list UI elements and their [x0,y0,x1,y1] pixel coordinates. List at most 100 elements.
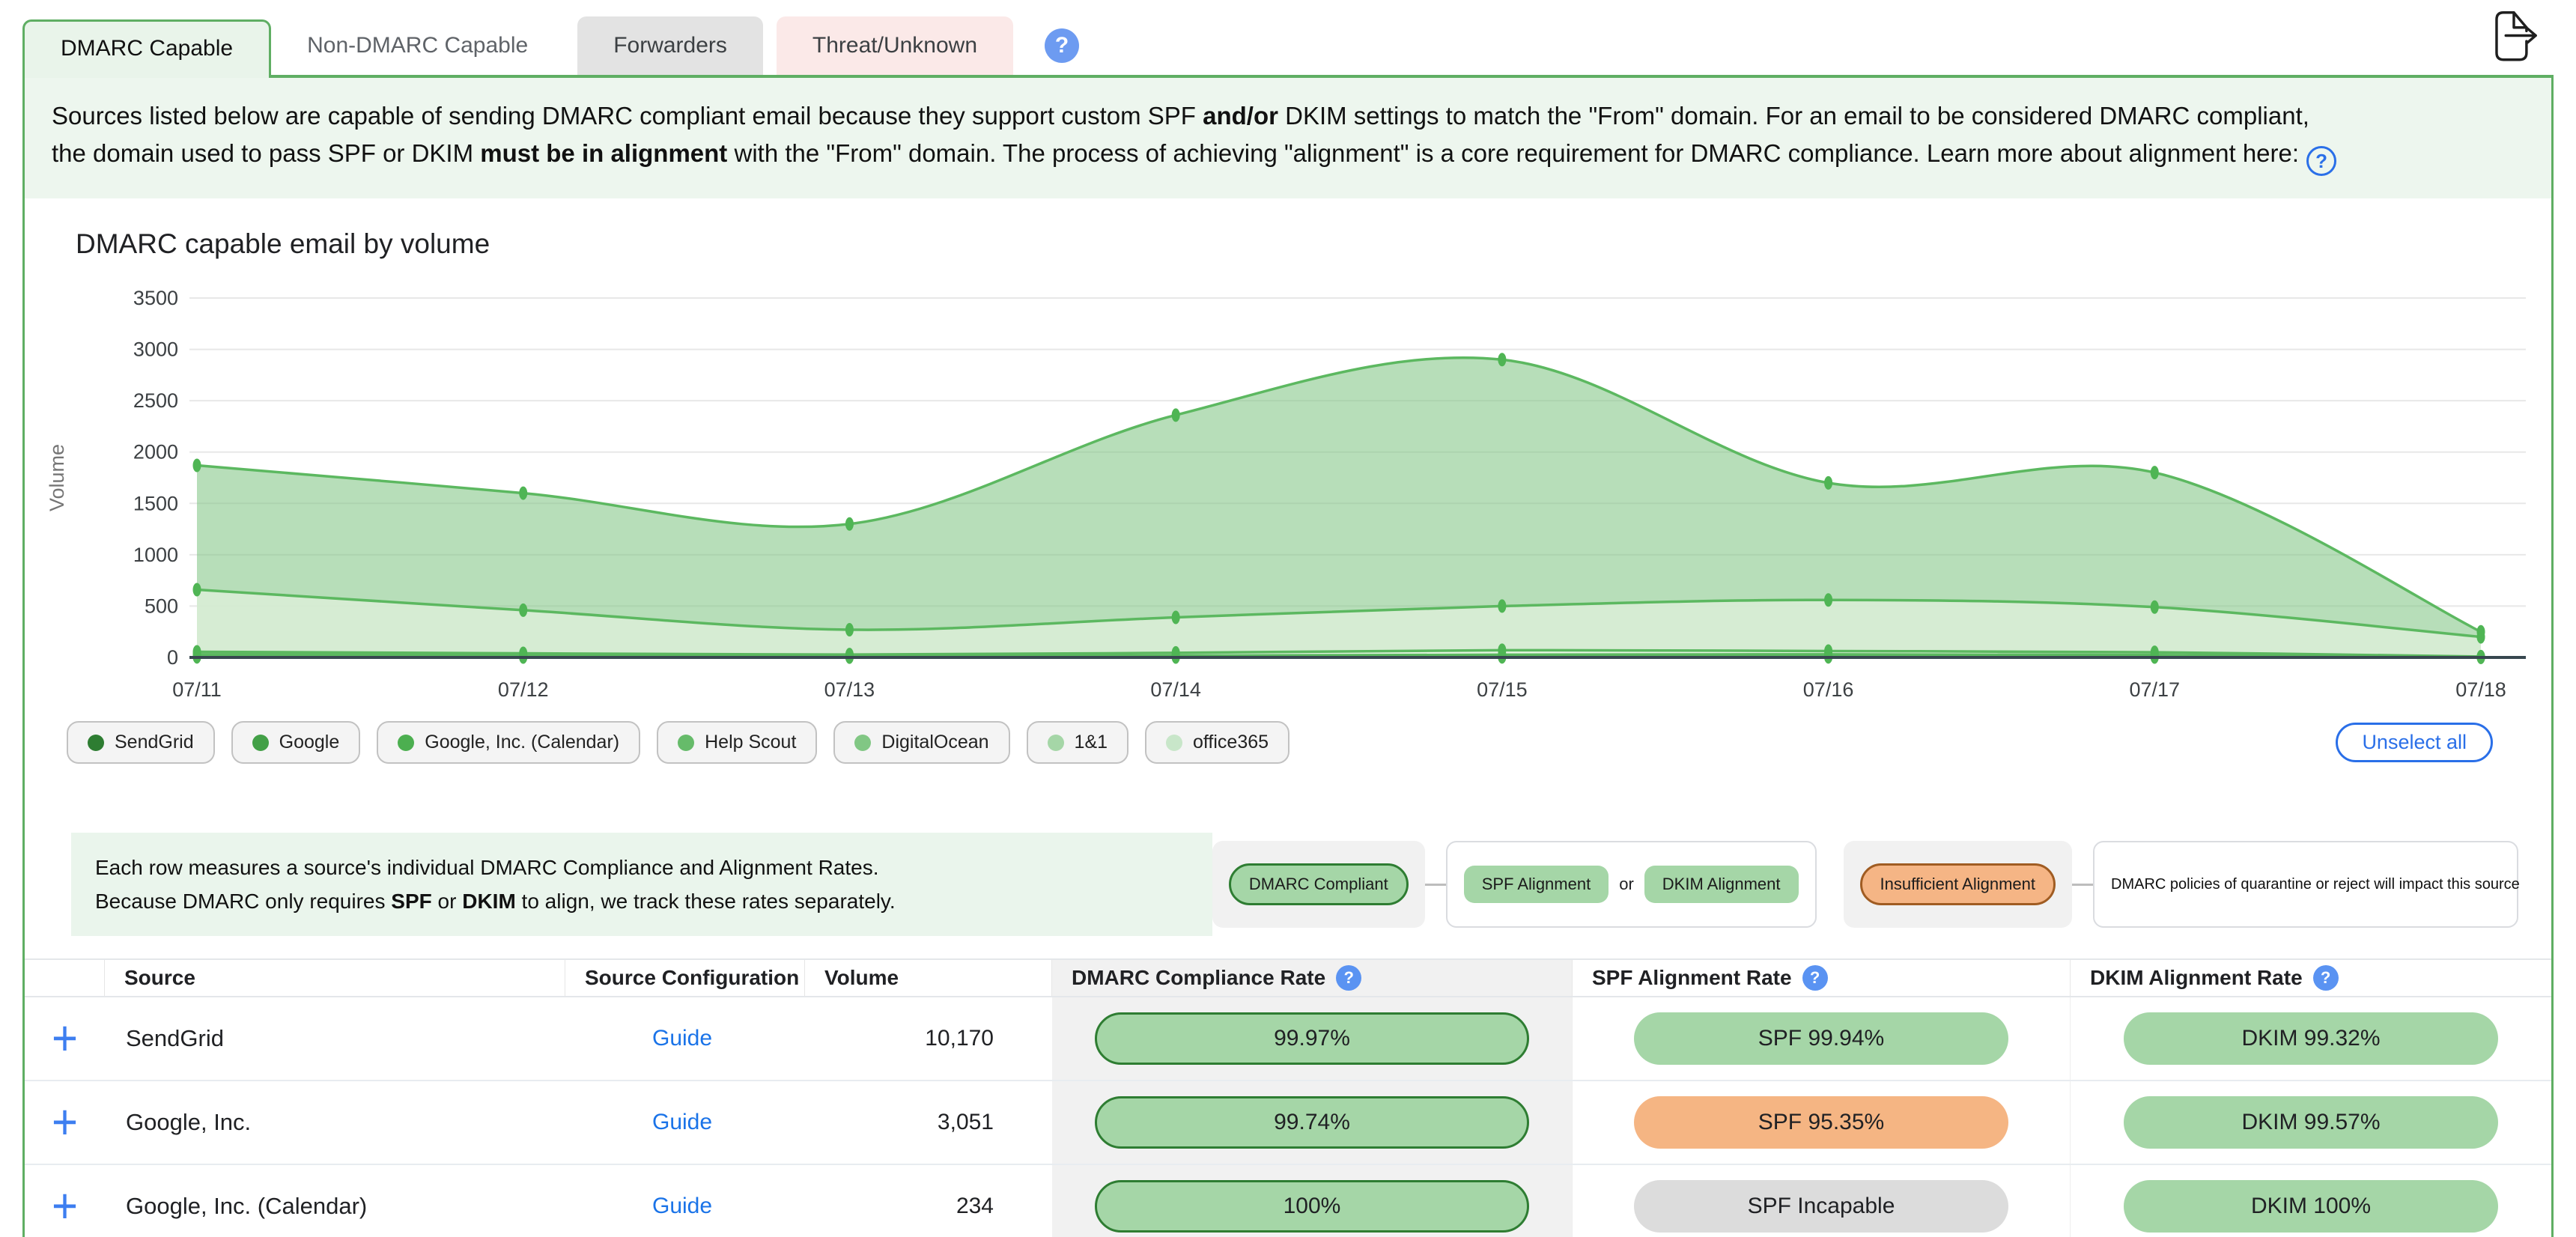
legend-chip-google-inc-calendar-[interactable]: Google, Inc. (Calendar) [377,721,641,764]
description-text-1: Sources listed below are capable of send… [52,102,1203,130]
table-row-google-calendar: + Google, Inc. (Calendar) Guide 234 100%… [25,1165,2551,1237]
badge-legend-policy-note-box: DMARC policies of quarantine or reject w… [2093,841,2520,928]
header-dkim-alignment-rate: DKIM Alignment Rate? [2071,960,2551,996]
series-color-dot [854,734,872,751]
legend-chip-label: office365 [1193,732,1269,753]
table-row-google-inc: + Google, Inc. Guide 3,051 99.74% SPF 95… [25,1081,2551,1165]
header-volume: Volume [805,960,1052,996]
unselect-all-button[interactable]: Unselect all [2336,723,2493,762]
table-row-sendgrid: + SendGrid Guide 10,170 99.97% SPF 99.94… [25,997,2551,1081]
legend-chip-label: 1&1 [1074,732,1108,753]
tab-threat-unknown[interactable]: Threat/Unknown [776,16,1014,75]
svg-text:1000: 1000 [133,544,178,566]
dkim-alignment-badge-sample: DKIM Alignment [1644,866,1799,903]
legend-chip-label: Google, Inc. (Calendar) [425,732,620,753]
spf-alignment-help-icon[interactable]: ? [1802,965,1828,991]
dkim-alignment-help-icon[interactable]: ? [2312,965,2339,991]
export-icon[interactable] [2482,4,2546,69]
header-expand [25,960,105,996]
svg-text:07/17: 07/17 [2129,678,2180,701]
legend-chip-label: DigitalOcean [881,732,989,753]
legend-chip-1-1[interactable]: 1&1 [1026,721,1129,764]
chart-legend-row: SendGrid Google Google, Inc. (Calendar) … [67,721,2493,764]
expand-row-button[interactable]: + [51,1094,79,1150]
description-text-2: the domain used to pass SPF or DKIM [52,139,481,167]
tab-forwarders[interactable]: Forwarders [577,16,763,75]
table-explainer: Each row measures a source's individual … [71,833,1212,936]
badge-legend-alignment-box: SPF Alignment or DKIM Alignment [1445,841,1817,928]
dmarc-compliant-badge-sample: DMARC Compliant [1228,863,1409,905]
dkim-alignment-badge: DKIM 99.57% [2124,1096,2498,1149]
or-label: or [1619,875,1634,893]
header-dmarc-compliance-rate: DMARC Compliance Rate? [1052,960,1573,996]
sources-table: Source Source Configuration Volume DMARC… [25,958,2551,1237]
svg-text:500: 500 [145,595,178,617]
series-color-dot [88,734,104,751]
series-color-dot [252,734,269,751]
svg-text:07/18: 07/18 [2455,678,2506,701]
tab-non-dmarc-capable[interactable]: Non-DMARC Capable [271,16,565,75]
series-color-dot [678,734,695,751]
expand-row-button[interactable]: + [51,1178,79,1234]
source-name: Google, Inc. [126,1109,252,1135]
legend-chip-label: Help Scout [705,732,797,753]
dmarc-compliance-badge: 99.97% [1095,1012,1529,1065]
dmarc-compliance-help-icon[interactable]: ? [1336,965,1362,991]
legend-chip-label: Google [279,732,340,753]
policy-note: DMARC policies of quarantine or reject w… [2111,875,2520,893]
guide-link[interactable]: Guide [652,1110,713,1134]
dkim-alignment-badge: DKIM 99.32% [2124,1012,2498,1065]
svg-text:07/11: 07/11 [172,678,222,701]
description-banner: Sources listed below are capable of send… [25,78,2551,198]
legend-chip-sendgrid[interactable]: SendGrid [67,721,215,764]
svg-text:0: 0 [167,646,178,669]
expand-row-button[interactable]: + [51,1010,79,1066]
svg-text:3500: 3500 [133,287,178,309]
guide-link[interactable]: Guide [652,1194,713,1218]
svg-text:07/16: 07/16 [1803,678,1854,701]
svg-text:07/13: 07/13 [824,678,875,701]
source-name: Google, Inc. (Calendar) [126,1193,368,1219]
legend-chip-label: SendGrid [115,732,194,753]
insufficient-alignment-badge-sample: Insufficient Alignment [1859,863,2056,905]
badge-legend-compliant-box: DMARC Compliant [1212,841,1425,928]
chart-title: DMARC capable email by volume [76,228,490,259]
spf-alignment-badge: SPF Incapable [1634,1180,2008,1233]
legend-chip-office365[interactable]: office365 [1145,721,1290,764]
series-color-dot [1166,734,1183,751]
series-color-dot [1047,734,1064,751]
guide-link[interactable]: Guide [652,1026,713,1051]
legend-chip-help-scout[interactable]: Help Scout [657,721,818,764]
table-explainer-row: Each row measures a source's individual … [71,833,2520,936]
volume-value: 10,170 [925,1026,994,1051]
badge-legend: DMARC Compliant SPF Alignment or DKIM Al… [1212,833,2520,936]
dmarc-compliance-badge: 100% [1095,1180,1529,1233]
tab-dmarc-capable[interactable]: DMARC Capable [22,19,272,78]
dmarc-compliance-badge: 99.74% [1095,1096,1529,1149]
volume-area-chart: 0 500 1000 1500 2000 2500 3000 3500 Volume 07/11 0… [46,287,2526,701]
legend-chip-google[interactable]: Google [231,721,361,764]
dkim-alignment-badge: DKIM 100% [2124,1180,2498,1233]
source-name: SendGrid [126,1025,224,1051]
dmarc-capable-panel: Sources listed below are capable of send… [22,78,2554,1237]
svg-text:Volume: Volume [46,444,68,511]
alignment-help-icon[interactable]: ? [2306,146,2337,176]
svg-text:1500: 1500 [133,492,178,514]
tab-bar: DMARC Capable Non-DMARC Capable Forwarde… [22,0,2554,78]
table-header-row: Source Source Configuration Volume DMARC… [25,960,2551,997]
series-color-dot [398,734,415,751]
svg-text:07/12: 07/12 [498,678,549,701]
header-source: Source [105,960,565,996]
svg-text:07/14: 07/14 [1150,678,1201,701]
volume-value: 234 [956,1194,994,1218]
spf-alignment-badge-sample: SPF Alignment [1463,866,1609,903]
legend-connector [1424,883,1446,886]
tabs-help-icon[interactable]: ? [1045,28,1080,63]
chart-legend: SendGrid Google Google, Inc. (Calendar) … [67,721,2336,764]
spf-alignment-badge: SPF 95.35% [1634,1096,2008,1149]
legend-connector [2072,883,2093,886]
badge-legend-insufficient-box: Insufficient Alignment [1843,841,2072,928]
svg-text:2500: 2500 [133,389,178,412]
legend-chip-digitalocean[interactable]: DigitalOcean [833,721,1010,764]
svg-text:07/15: 07/15 [1477,678,1528,701]
